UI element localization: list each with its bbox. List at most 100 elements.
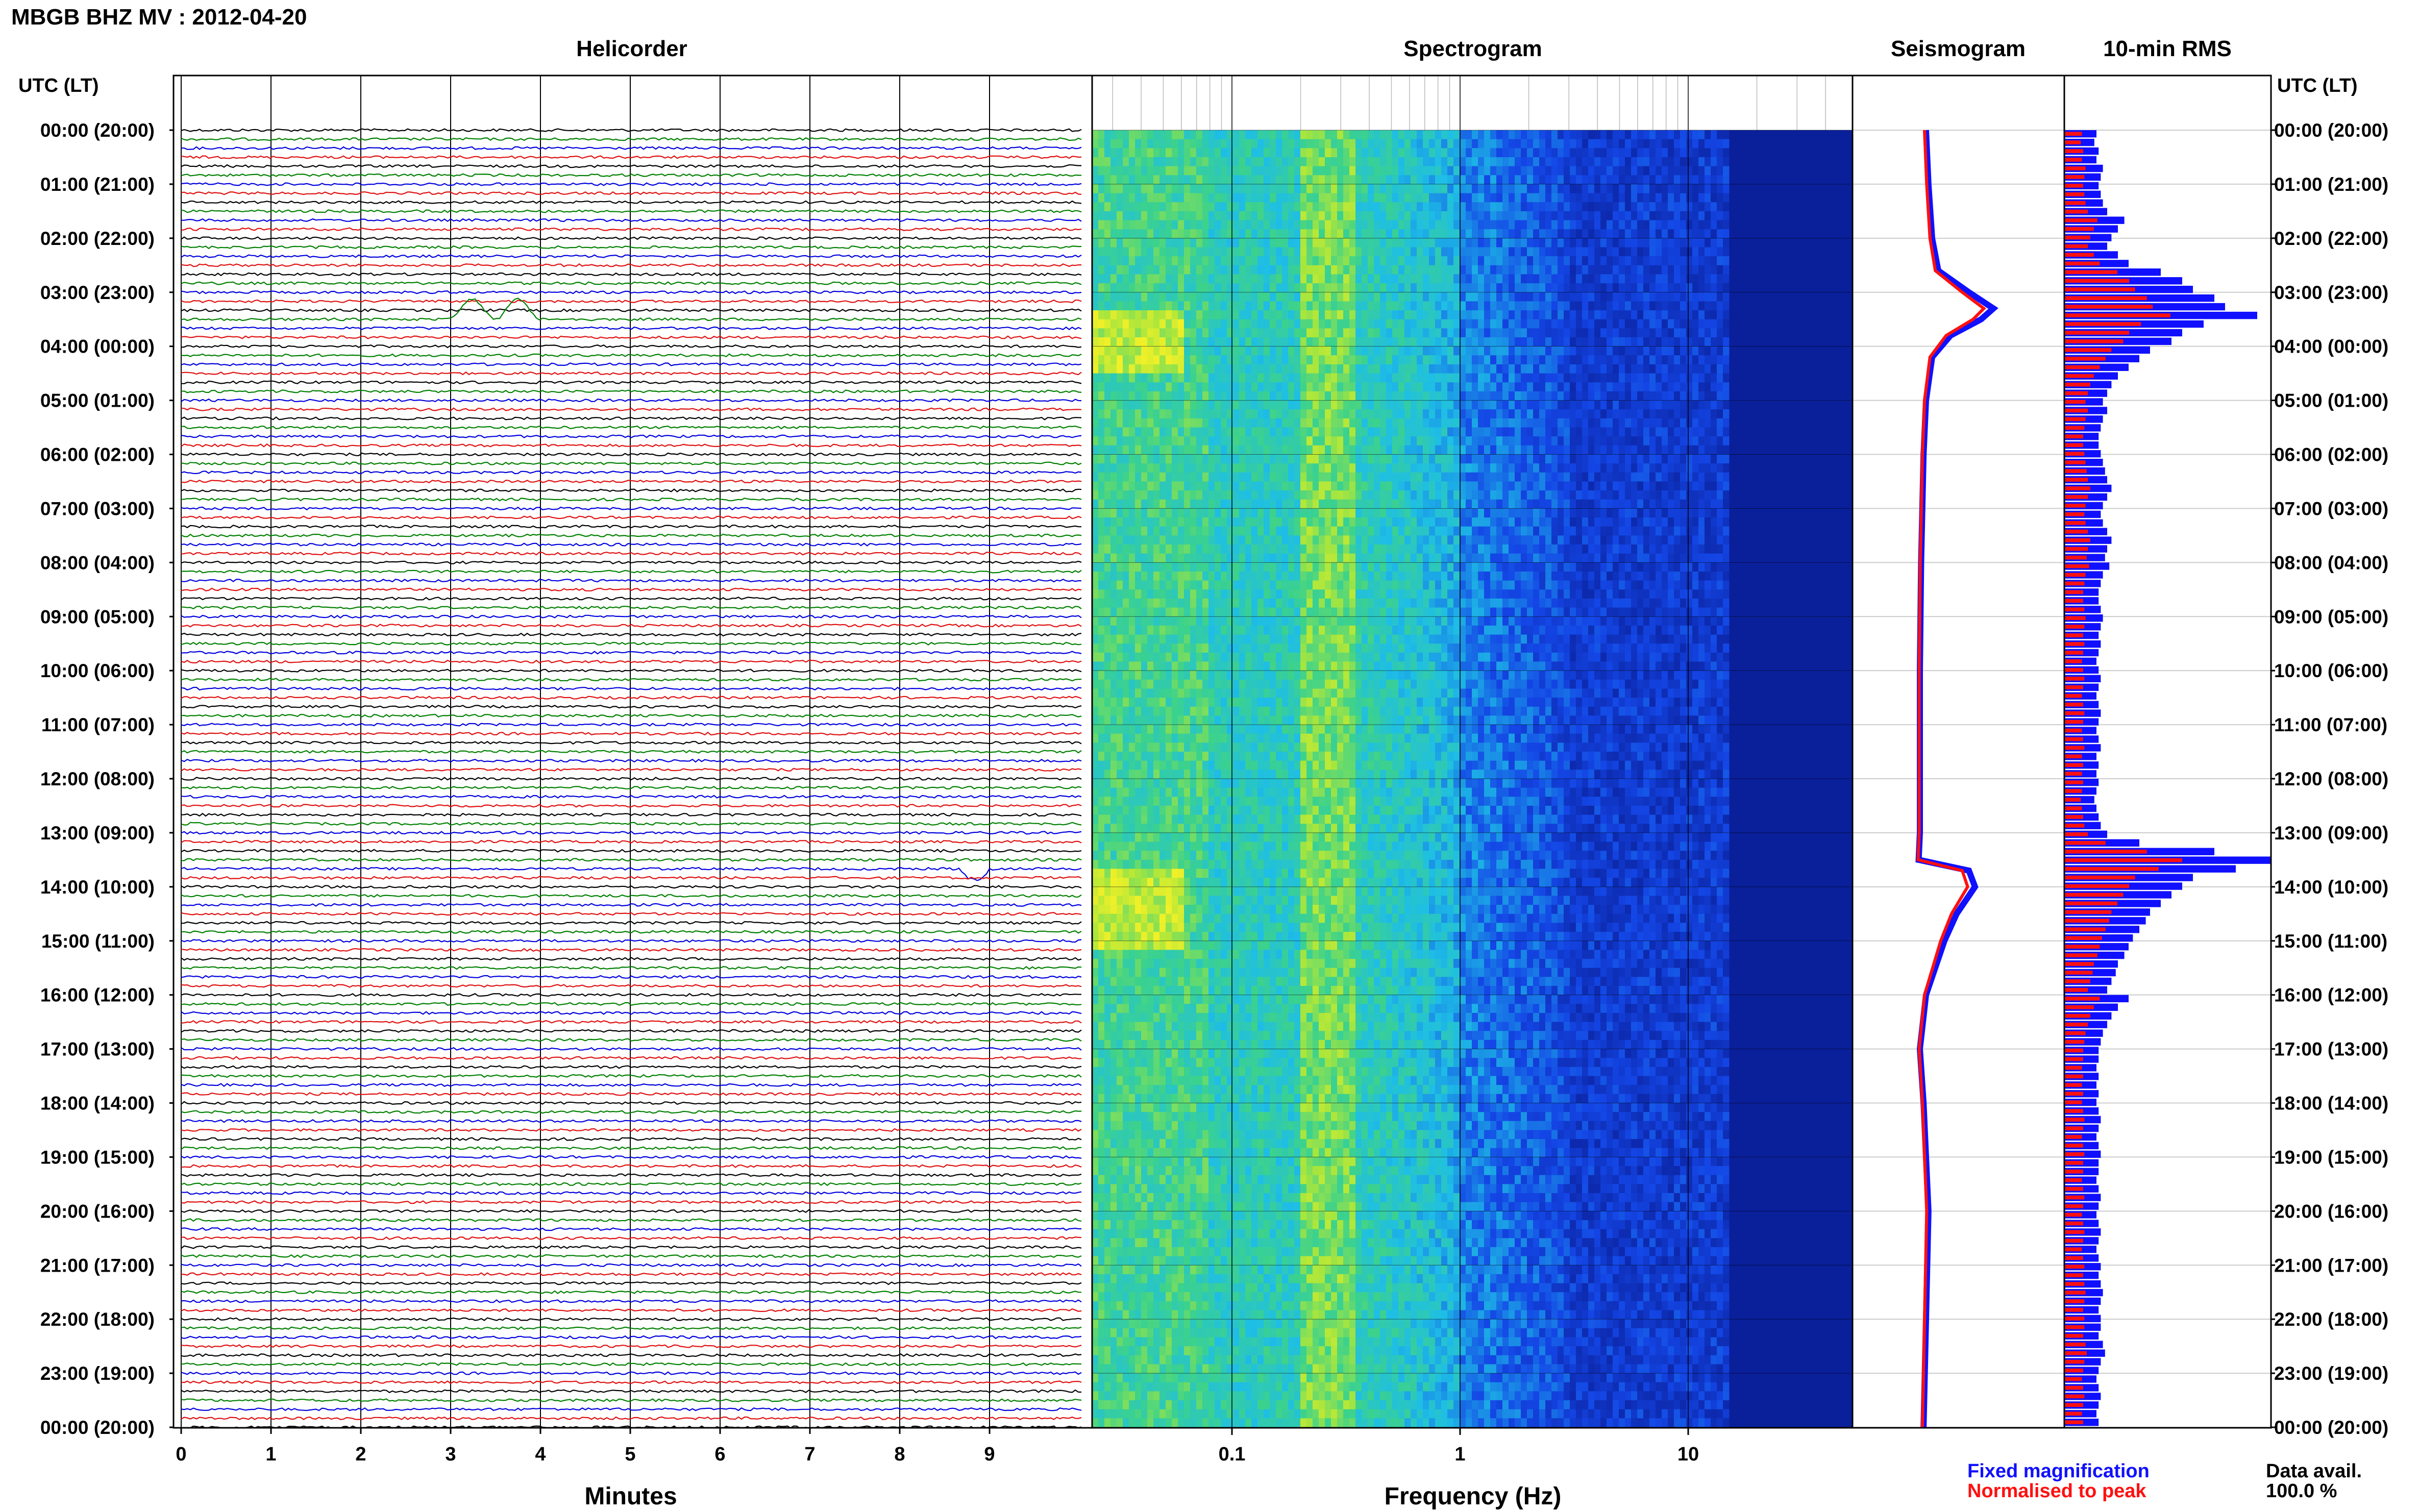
spectrogram-cell [1533, 211, 1540, 221]
spectrogram-cell [1423, 229, 1429, 239]
spectrogram-cell [1355, 247, 1362, 257]
spectrogram-cell [1527, 535, 1534, 545]
spectrogram-cell [1331, 256, 1338, 266]
spectrogram-cell [1092, 355, 1099, 365]
spectrogram-cell [1233, 526, 1240, 536]
spectrogram-cell [1276, 139, 1282, 148]
spectrogram-cell [1545, 130, 1552, 140]
spectrogram-cell [1478, 355, 1485, 365]
spectrogram-cell [1558, 148, 1564, 158]
spectrogram-cell [1300, 301, 1307, 311]
spectrogram-cell [1625, 391, 1632, 401]
spectrogram-cell [1515, 391, 1521, 401]
spectrogram-cell [1306, 499, 1313, 509]
spectrogram-cell [1717, 472, 1723, 482]
spectrogram-cell [1423, 490, 1429, 500]
spectrogram-cell [1110, 400, 1117, 410]
spectrogram-cell [1368, 508, 1374, 518]
spectrogram-cell [1282, 445, 1289, 455]
helicorder-trace [181, 1137, 1082, 1141]
spectrogram-cell [1643, 445, 1650, 455]
spectrogram-cell [1386, 472, 1393, 482]
spectrogram-cell [1533, 265, 1540, 275]
spectrogram-cell [1490, 202, 1497, 212]
spectrogram-cell [1662, 346, 1668, 356]
spectrogram-cell [1239, 238, 1246, 248]
spectrogram-cell [1208, 445, 1215, 455]
spectrogram-cell [1221, 508, 1227, 518]
spectrogram-cell [1509, 328, 1515, 338]
spectrogram-cell [1129, 454, 1136, 464]
spectrogram-cell [1496, 247, 1503, 257]
spectrogram-cell [1539, 328, 1546, 338]
spectrogram-cell [1674, 193, 1681, 203]
spectrogram-cell [1631, 148, 1638, 158]
spectrogram-cell [1478, 220, 1485, 230]
spectrogram-cell [1098, 382, 1105, 392]
spectrogram-cell [1656, 283, 1662, 293]
spectrogram-cell [1306, 454, 1313, 464]
spectrogram-cell [1208, 247, 1215, 257]
spectrogram-cell [1141, 535, 1148, 545]
spectrogram-cell [1613, 157, 1619, 167]
spectrogram-cell [1147, 211, 1154, 221]
spectrogram-cell [1172, 499, 1178, 509]
spectrogram-cell [1466, 310, 1472, 320]
spectrogram-cell [1429, 499, 1436, 509]
spectrogram-cell [1460, 508, 1466, 518]
spectrogram-cell [1607, 427, 1613, 437]
helicorder-trace [181, 1047, 1082, 1051]
spectrogram-cell [1705, 292, 1711, 302]
spectrogram-cell [1245, 175, 1252, 185]
spectrogram-cell [1435, 463, 1442, 473]
spectrogram-cell [1123, 238, 1129, 248]
spectrogram-cell [1686, 364, 1693, 374]
spectrogram-cell [1447, 175, 1454, 185]
spectrogram-cell [1129, 220, 1136, 230]
spectrogram-cell [1668, 535, 1674, 545]
spectrogram-cell [1668, 166, 1674, 176]
spectrogram-cell [1668, 310, 1674, 320]
spectrogram-cell [1711, 445, 1717, 455]
spectrogram-cell [1417, 400, 1423, 410]
spectrogram-cell [1533, 319, 1540, 329]
spectrogram-cell [1215, 256, 1221, 266]
spectrogram-cell [1545, 202, 1552, 212]
spectrogram-cell [1282, 535, 1289, 545]
spectrogram-cell [1135, 382, 1142, 392]
spectrogram-cell [1600, 130, 1607, 140]
spectrogram-cell [1104, 382, 1111, 392]
spectrogram-cell [1472, 319, 1478, 329]
spectrogram-cell [1190, 247, 1197, 257]
spectrogram-cell [1423, 184, 1429, 194]
spectrogram-cell [1110, 247, 1117, 257]
spectrogram-cell [1717, 463, 1723, 473]
spectrogram-cell [1313, 220, 1319, 230]
spectrogram-cell [1674, 211, 1681, 221]
spectrogram-cell [1092, 373, 1099, 383]
spectrogram-cell [1184, 454, 1191, 464]
spectrogram-cell [1466, 193, 1472, 203]
spectrogram-cell [1123, 202, 1129, 212]
helicorder-trace [181, 930, 1082, 934]
spectrogram-cell [1643, 166, 1650, 176]
spectrogram-cell [1478, 481, 1485, 491]
spectrogram-cell [1294, 265, 1301, 275]
spectrogram-cell [1178, 490, 1184, 500]
spectrogram-cell [1184, 301, 1191, 311]
spectrogram-cell [1674, 337, 1681, 347]
spectrogram-cell [1300, 454, 1307, 464]
spectrogram-cell [1141, 454, 1148, 464]
spectrogram-cell [1429, 265, 1436, 275]
spectrogram-cell [1515, 292, 1521, 302]
spectrogram-cell [1723, 481, 1730, 491]
spectrogram-cell [1453, 436, 1460, 446]
spectrogram-cell [1423, 166, 1429, 176]
spectrogram-cell [1417, 364, 1423, 374]
spectrogram-cell [1515, 472, 1521, 482]
spectrogram-cell [1123, 319, 1129, 329]
spectrogram-cell [1257, 292, 1264, 302]
spectrogram-cell [1362, 148, 1368, 158]
spectrogram-cell [1527, 337, 1534, 347]
spectrogram-cell [1441, 328, 1448, 338]
